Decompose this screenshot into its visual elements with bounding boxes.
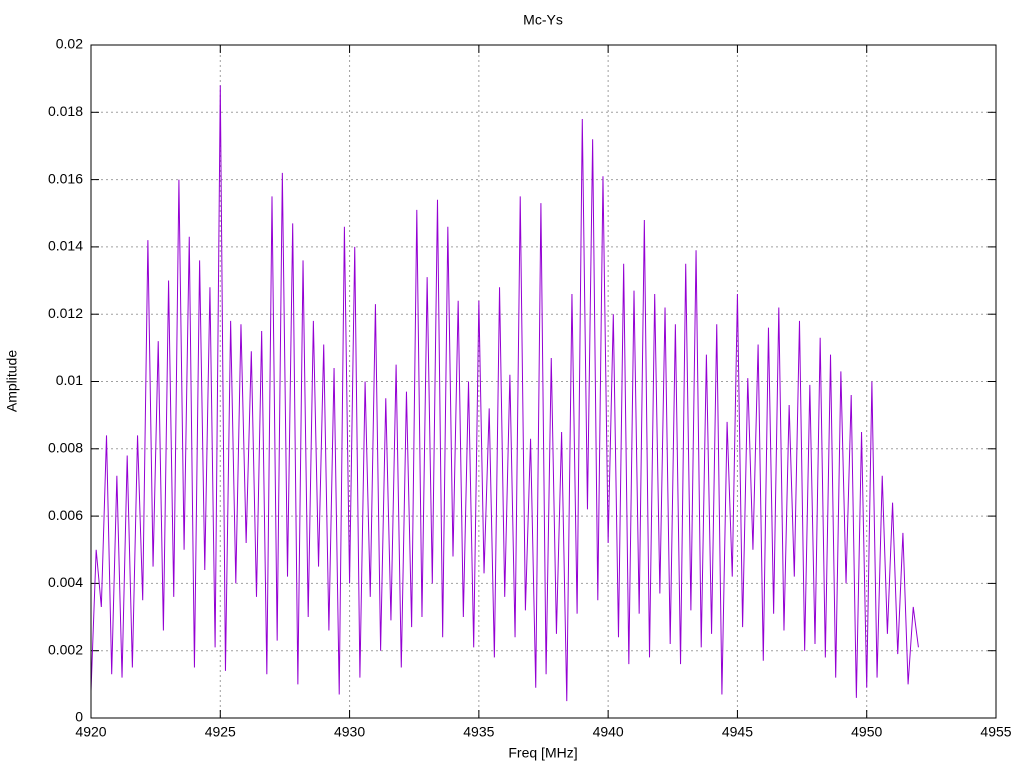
data-line xyxy=(90,85,919,702)
y-tick-label: 0.01 xyxy=(56,372,83,388)
x-tick-label: 4955 xyxy=(980,724,1011,740)
chart-title: Mc-Ys xyxy=(523,12,563,28)
y-axis-label: Amplitude xyxy=(4,350,20,412)
y-tick-label: 0.006 xyxy=(48,507,83,523)
x-tick-label: 4940 xyxy=(593,724,624,740)
y-tick-label: 0.004 xyxy=(48,574,83,590)
plot-border xyxy=(90,44,997,719)
x-tick-label: 4920 xyxy=(75,724,106,740)
x-tick-label: 4950 xyxy=(851,724,882,740)
y-tick-label: 0.014 xyxy=(48,238,83,254)
x-tick-label: 4925 xyxy=(205,724,236,740)
y-tick-label: 0.02 xyxy=(56,36,83,52)
y-tick-label: 0.012 xyxy=(48,305,83,321)
x-tick-label: 4945 xyxy=(722,724,753,740)
x-tick-label: 4935 xyxy=(463,724,494,740)
y-tick-label: 0.018 xyxy=(48,103,83,119)
y-tick-label: 0 xyxy=(75,709,83,725)
x-axis-label: Freq [MHz] xyxy=(508,745,577,761)
y-tick-label: 0.002 xyxy=(48,641,83,657)
y-tick-label: 0.016 xyxy=(48,170,83,186)
y-tick-label: 0.008 xyxy=(48,440,83,456)
x-tick-label: 4930 xyxy=(334,724,365,740)
